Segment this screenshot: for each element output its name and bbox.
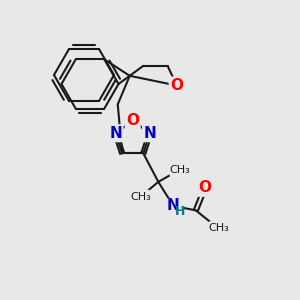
Text: N: N xyxy=(143,126,156,141)
FancyBboxPatch shape xyxy=(198,181,212,195)
Text: N: N xyxy=(167,198,180,213)
Text: CH₃: CH₃ xyxy=(208,224,229,233)
FancyBboxPatch shape xyxy=(208,221,228,236)
FancyBboxPatch shape xyxy=(143,127,157,140)
Text: H: H xyxy=(175,205,185,218)
Text: O: O xyxy=(170,78,183,93)
FancyBboxPatch shape xyxy=(130,190,150,204)
FancyBboxPatch shape xyxy=(169,78,184,93)
FancyBboxPatch shape xyxy=(169,163,189,177)
FancyBboxPatch shape xyxy=(165,199,181,213)
Text: N: N xyxy=(109,126,122,141)
Text: O: O xyxy=(126,113,139,128)
Text: CH₃: CH₃ xyxy=(130,192,151,202)
Text: CH₃: CH₃ xyxy=(169,165,190,175)
Text: O: O xyxy=(198,180,211,195)
FancyBboxPatch shape xyxy=(108,127,123,140)
FancyBboxPatch shape xyxy=(126,114,140,128)
